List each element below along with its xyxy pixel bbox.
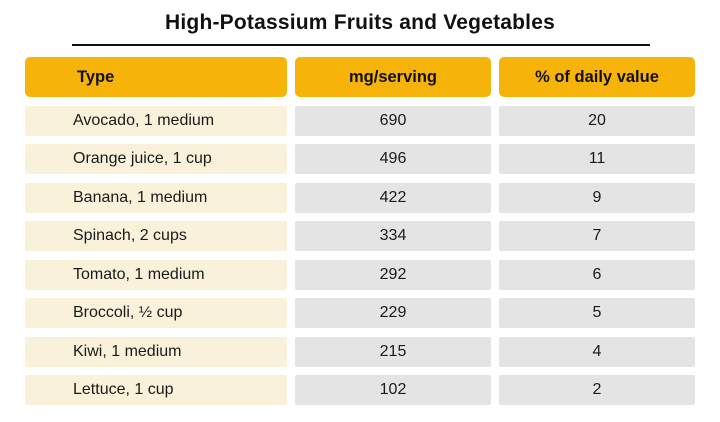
row-mg-cell: 496 (295, 144, 491, 174)
row-pct-cell: 20 (499, 105, 695, 136)
page-title: High-Potassium Fruits and Vegetables (165, 11, 555, 34)
row-pct-cell: 4 (499, 336, 695, 367)
title-underline (72, 44, 650, 46)
column-header-daily-value: % of daily value (499, 57, 695, 97)
row-mg-cell: 690 (295, 105, 491, 136)
row-type-cell: Orange juice, 1 cup (25, 144, 287, 174)
row-type-cell: Lettuce, 1 cup (25, 375, 287, 405)
title-area: High-Potassium Fruits and Vegetables (0, 11, 720, 35)
row-mg-cell: 229 (295, 298, 491, 328)
row-pct-cell: 9 (499, 182, 695, 213)
row-type-cell: Avocado, 1 medium (25, 105, 287, 136)
row-pct-cell: 5 (499, 298, 695, 328)
row-pct-cell: 7 (499, 221, 695, 251)
potassium-table: Type mg/serving % of daily value Avocado… (25, 57, 695, 405)
row-pct-cell: 11 (499, 144, 695, 174)
row-type-cell: Tomato, 1 medium (25, 259, 287, 290)
row-type-cell: Spinach, 2 cups (25, 221, 287, 251)
row-mg-cell: 334 (295, 221, 491, 251)
row-type-cell: Kiwi, 1 medium (25, 336, 287, 367)
row-mg-cell: 102 (295, 375, 491, 405)
row-mg-cell: 215 (295, 336, 491, 367)
row-mg-cell: 292 (295, 259, 491, 290)
row-pct-cell: 2 (499, 375, 695, 405)
column-header-type: Type (25, 57, 287, 97)
row-type-cell: Broccoli, ½ cup (25, 298, 287, 328)
row-mg-cell: 422 (295, 182, 491, 213)
column-header-mg-serving: mg/serving (295, 57, 491, 97)
row-type-cell: Banana, 1 medium (25, 182, 287, 213)
row-pct-cell: 6 (499, 259, 695, 290)
